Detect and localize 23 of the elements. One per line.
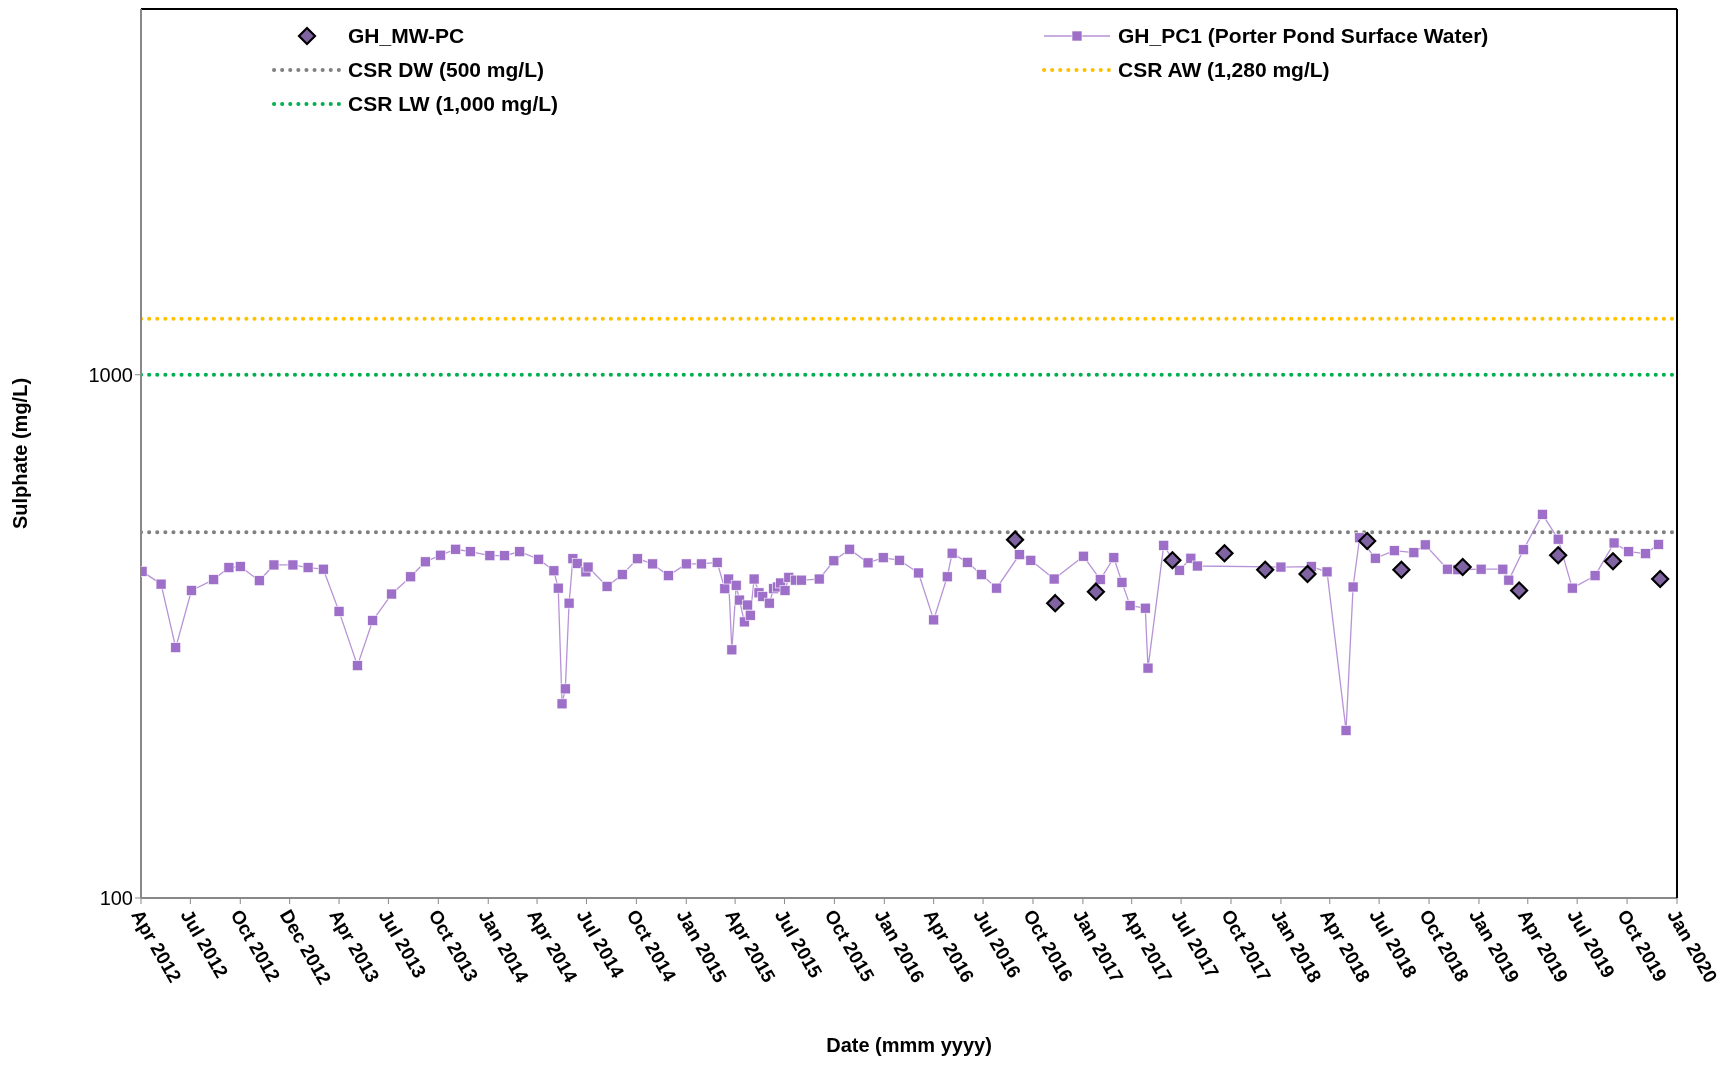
x-axis-title: Date (mmm yyyy) bbox=[826, 1034, 992, 1056]
legend-label: CSR LW (1,000 mg/L) bbox=[348, 92, 559, 116]
point bbox=[1163, 551, 1182, 570]
point bbox=[1549, 546, 1568, 565]
point bbox=[1215, 544, 1234, 563]
point bbox=[1256, 560, 1275, 579]
y-axis-title: Sulphate (mg/L) bbox=[9, 377, 32, 530]
point bbox=[1046, 594, 1065, 613]
point bbox=[1510, 581, 1529, 600]
point bbox=[1603, 552, 1623, 571]
legend-label: CSR DW (500 mg/L) bbox=[348, 58, 545, 82]
point bbox=[1453, 557, 1472, 577]
y-tick-label: 100 bbox=[99, 887, 133, 910]
point bbox=[1392, 560, 1411, 579]
point bbox=[1086, 582, 1106, 601]
y-tick-label: 1000 bbox=[88, 363, 133, 386]
legend-label: CSR AW (1,280 mg/L) bbox=[1118, 58, 1330, 82]
legend-label: GH_PC1 (Porter Pond Surface Water) bbox=[1118, 24, 1489, 48]
legend-label: GH_MW-PC bbox=[348, 24, 465, 48]
point bbox=[1651, 569, 1670, 589]
point bbox=[1005, 530, 1025, 549]
point bbox=[1298, 564, 1317, 584]
point bbox=[1358, 531, 1377, 551]
